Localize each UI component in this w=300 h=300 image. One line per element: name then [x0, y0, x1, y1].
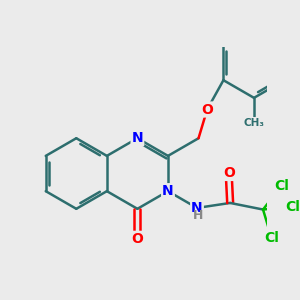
Text: CH₃: CH₃: [244, 118, 265, 128]
Text: N: N: [162, 184, 174, 198]
Text: Cl: Cl: [285, 200, 300, 214]
Text: N: N: [132, 131, 143, 145]
Text: O: O: [201, 103, 213, 116]
Text: Cl: Cl: [264, 231, 279, 245]
Text: O: O: [223, 166, 235, 180]
Text: H: H: [193, 209, 203, 222]
Text: O: O: [131, 232, 143, 246]
Text: Cl: Cl: [274, 179, 289, 193]
Text: N: N: [191, 201, 203, 215]
